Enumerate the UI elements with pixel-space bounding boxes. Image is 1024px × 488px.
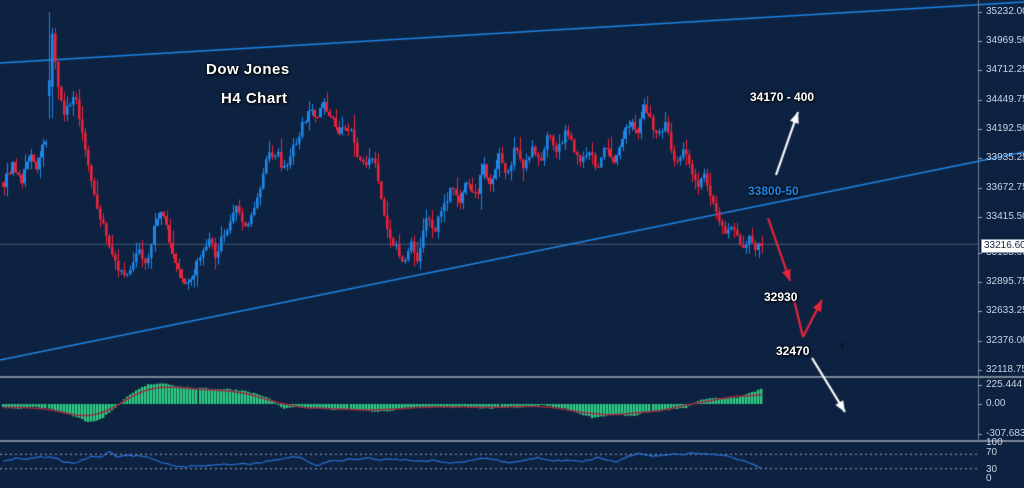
macd-axis-tick: 225.444 <box>986 379 1023 390</box>
macd-axis-tick: -307.683 <box>986 428 1024 439</box>
price-axis-tick: 33672.75 <box>986 182 1024 193</box>
price-axis-tick: 32633.25 <box>986 305 1024 316</box>
price-axis-tick: 32895.75 <box>986 276 1024 287</box>
price-axis-tick: 33935.25 <box>986 152 1024 163</box>
current-price-tag: 33216.60 <box>981 239 1024 253</box>
price-axis-tick: 32376.00 <box>986 335 1024 346</box>
price-axis-tick: 34449.75 <box>986 94 1024 105</box>
price-axis-tick: 35232.00 <box>986 6 1024 17</box>
price-axis-tick: 33415.50 <box>986 211 1024 222</box>
rsi-axis-tick: 0 <box>986 473 992 484</box>
annotation-target-up: 34170 - 400 <box>750 90 815 104</box>
rsi-axis-tick: 30 <box>986 464 998 475</box>
price-axis-tick: 34192.50 <box>986 123 1024 134</box>
chart-title: Dow Jones <box>206 61 290 78</box>
rsi-axis-tick: 100 <box>986 437 1003 448</box>
chart-subtitle: H4 Chart <box>221 90 288 107</box>
price-axis-tick: 34712.25 <box>986 64 1024 75</box>
annotation-target-down-2: 32470 <box>776 344 810 358</box>
price-axis-tick: 34969.50 <box>986 35 1024 46</box>
price-axis-tick: 32118.75 <box>986 364 1024 375</box>
rsi-axis-tick: 70 <box>986 447 998 458</box>
macd-axis-tick: 0.00 <box>986 398 1006 409</box>
annotation-target-down-1: 32930 <box>764 290 798 304</box>
annotation-support-level: 33800-50 <box>748 184 799 198</box>
